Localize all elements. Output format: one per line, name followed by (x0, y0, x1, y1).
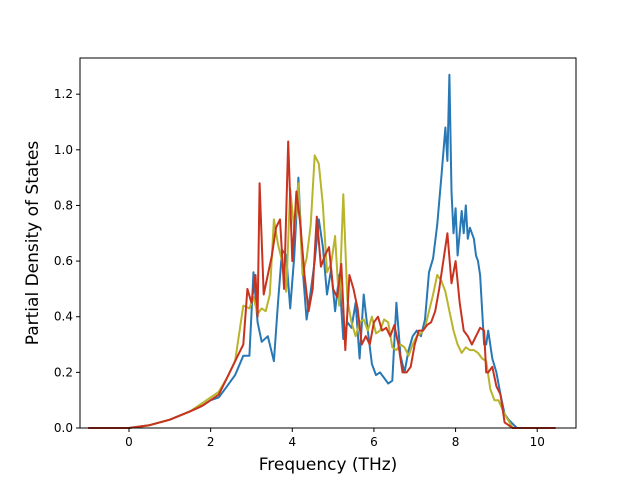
y-tick-label: 1.0 (54, 143, 73, 157)
y-tick-label: 0.0 (54, 421, 73, 435)
x-tick-label: 6 (370, 435, 378, 449)
x-tick-label: 2 (207, 435, 215, 449)
y-tick-label: 0.4 (54, 310, 73, 324)
y-tick-label: 0.8 (54, 198, 73, 212)
x-tick-label: 4 (288, 435, 296, 449)
plot-background (80, 58, 576, 428)
x-axis-ticks: 0 2 4 6 8 10 (125, 428, 545, 449)
y-axis-ticks: 0.0 0.2 0.4 0.6 0.8 1.0 1.2 (54, 87, 80, 435)
x-tick-label: 0 (125, 435, 133, 449)
y-tick-label: 0.6 (54, 254, 73, 268)
plot-frame (79, 57, 577, 429)
y-tick-label: 1.2 (54, 87, 73, 101)
x-axis-label: Frequency (THz) (259, 455, 398, 475)
y-tick-label: 0.2 (54, 365, 73, 379)
series-layer (88, 73, 556, 429)
y-axis-label: Partial Density of States (23, 141, 43, 346)
series-line-0 (88, 73, 556, 429)
series-line-2 (88, 140, 556, 429)
x-tick-label: 10 (530, 435, 545, 449)
x-tick-label: 8 (452, 435, 460, 449)
